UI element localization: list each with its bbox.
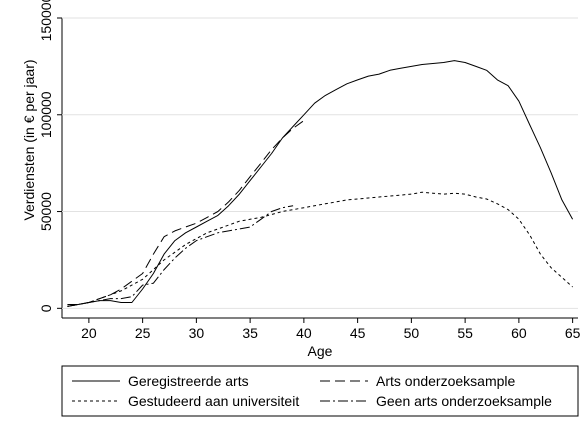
legend-label-gestudeerd-aan-universiteit: Gestudeerd aan universiteit	[128, 393, 299, 409]
y-tick-label: 150000	[38, 0, 54, 41]
legend-label-geen-arts-onderzoeksample: Geen arts onderzoeksample	[376, 393, 552, 409]
legend-box	[61, 365, 579, 417]
y-tick-label: 0	[38, 304, 54, 312]
series-line-arts-onderzoeksample	[67, 120, 305, 307]
y-axis-title: Verdiensten (in € per jaar)	[21, 59, 37, 220]
x-tick-label: 40	[296, 325, 312, 341]
gridlines	[62, 17, 578, 309]
x-tick-label: 65	[565, 325, 581, 341]
x-tick-label: 55	[457, 325, 473, 341]
series-line-gestudeerd-aan-universiteit	[67, 191, 573, 307]
series-line-geregistreerde-arts	[67, 60, 574, 307]
series-lines	[67, 60, 574, 307]
x-tick-label: 25	[135, 325, 151, 341]
x-tick-label: 20	[81, 325, 97, 341]
x-axis-ticks: 20 25 30 35 40 45 50 55 60 65	[81, 318, 581, 341]
x-tick-label: 30	[189, 325, 205, 341]
x-tick-label: 50	[404, 325, 420, 341]
x-tick-label: 45	[350, 325, 366, 341]
x-tick-label: 60	[511, 325, 527, 341]
legend-label-geregistreerde-arts: Geregistreerde arts	[128, 373, 249, 389]
y-tick-label: 100000	[38, 91, 54, 138]
y-axis-ticks: 0 50000 100000 150000	[38, 0, 62, 312]
y-tick-label: 50000	[38, 192, 54, 231]
x-axis-title: Age	[308, 343, 333, 359]
series-line-geen-arts-onderzoeksample	[67, 205, 294, 305]
x-tick-label: 35	[242, 325, 258, 341]
legend-label-arts-onderzoeksample: Arts onderzoeksample	[376, 373, 516, 389]
